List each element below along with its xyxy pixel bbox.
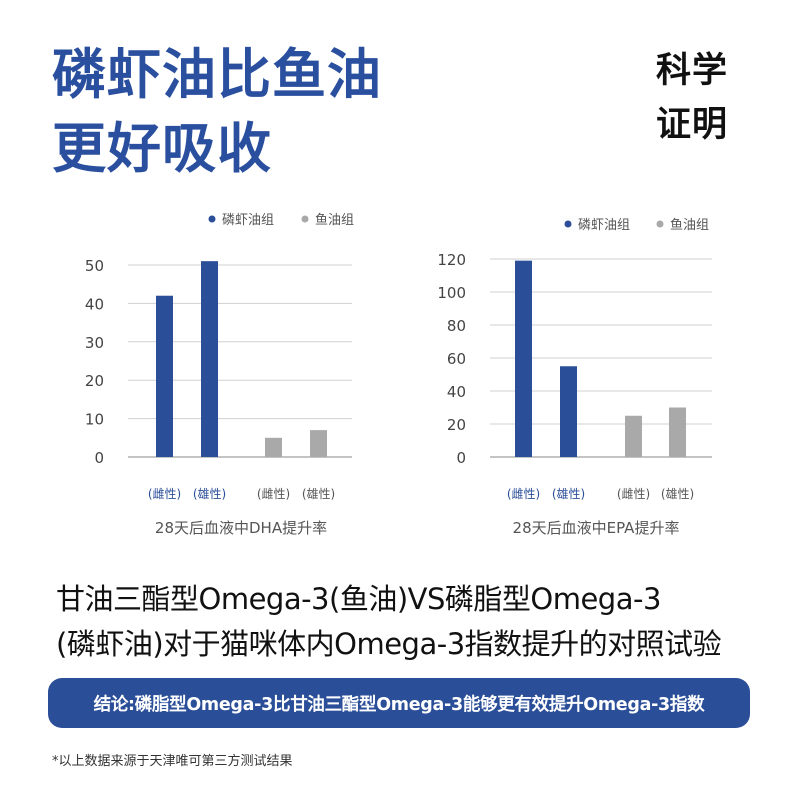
bar xyxy=(625,415,642,457)
y-tick-label: 20 xyxy=(85,372,104,390)
y-tick-label: 120 xyxy=(437,251,466,269)
bar xyxy=(310,430,327,457)
y-tick-label: 0 xyxy=(456,449,466,467)
x-category-label: (雄性) xyxy=(193,486,226,501)
y-tick-label: 30 xyxy=(85,334,104,352)
bar xyxy=(515,260,532,457)
badge-line-2: 证明 xyxy=(656,105,729,145)
legend-label: 鱼油组 xyxy=(315,212,354,228)
chart-1: 0 10 20 30 40 50 (雌性) (雄性) (雌性) (雄性) 磷虾油组 鱼油组 28天后血液… xyxy=(85,212,354,537)
y-tick-label: 60 xyxy=(447,350,466,368)
y-tick-label: 80 xyxy=(447,317,466,335)
x-axis-title: 28天后血液中DHA提升率 xyxy=(155,519,327,537)
x-category-label: (雌性) xyxy=(507,486,540,501)
badge-line-1: 科学 xyxy=(656,51,729,91)
study-description: 甘油三酯型Omega-3(鱼油)VS磷脂型Omega-3 (磷虾油)对于猫咪体内… xyxy=(56,577,722,667)
x-category-label: (雌性) xyxy=(257,486,290,501)
bar xyxy=(669,407,686,457)
chart-2: 0 20 40 60 80 100 120 (雌性) (雄性) (雌性) (雄性) 磷虾油组 鱼油组 28… xyxy=(437,217,712,537)
bar xyxy=(560,366,577,457)
y-tick-label: 100 xyxy=(437,284,466,302)
description-line-1: 甘油三酯型Omega-3(鱼油)VS磷脂型Omega-3 xyxy=(56,582,661,616)
x-category-label: (雄性) xyxy=(661,486,694,501)
headline-line-1: 磷虾油比鱼油 xyxy=(52,43,382,106)
bar xyxy=(156,295,173,457)
y-tick-label: 10 xyxy=(85,411,104,429)
x-category-label: (雄性) xyxy=(552,486,585,501)
legend-marker xyxy=(301,215,309,223)
conclusion-text: 结论:磷脂型Omega-3比甘油三酯型Omega-3能够更有效提升Omega-3… xyxy=(93,694,705,715)
x-category-label: (雌性) xyxy=(148,486,181,501)
y-tick-label: 0 xyxy=(94,449,104,467)
headline-line-2: 更好吸收 xyxy=(52,117,272,180)
x-category-label: (雌性) xyxy=(617,486,650,501)
y-tick-label: 20 xyxy=(447,416,466,434)
bar xyxy=(201,261,218,457)
charts-area: 0 10 20 30 40 50 (雌性) (雄性) (雌性) (雄性) 磷虾油组 鱼油组 28天后血液… xyxy=(85,212,712,537)
x-category-label: (雄性) xyxy=(302,486,335,501)
footnote: *以上数据来源于天津唯可第三方测试结果 xyxy=(52,754,293,769)
legend-marker xyxy=(564,220,572,228)
legend-marker xyxy=(656,220,664,228)
legend-marker xyxy=(208,215,216,223)
y-tick-label: 50 xyxy=(85,257,104,275)
x-axis-title: 28天后血液中EPA提升率 xyxy=(513,519,680,537)
headline: 磷虾油比鱼油 更好吸收 xyxy=(52,38,382,186)
y-tick-label: 40 xyxy=(447,383,466,401)
legend-label: 鱼油组 xyxy=(670,217,709,233)
bar xyxy=(265,437,282,457)
y-tick-label: 40 xyxy=(85,295,104,313)
description-line-2: (磷虾油)对于猫咪体内Omega-3指数提升的对照试验 xyxy=(56,627,722,661)
legend-label: 磷虾油组 xyxy=(222,213,274,228)
science-badge: 科学 证明 xyxy=(656,44,728,152)
conclusion-banner: 结论:磷脂型Omega-3比甘油三酯型Omega-3能够更有效提升Omega-3… xyxy=(48,678,750,728)
legend-label: 磷虾油组 xyxy=(578,218,630,233)
